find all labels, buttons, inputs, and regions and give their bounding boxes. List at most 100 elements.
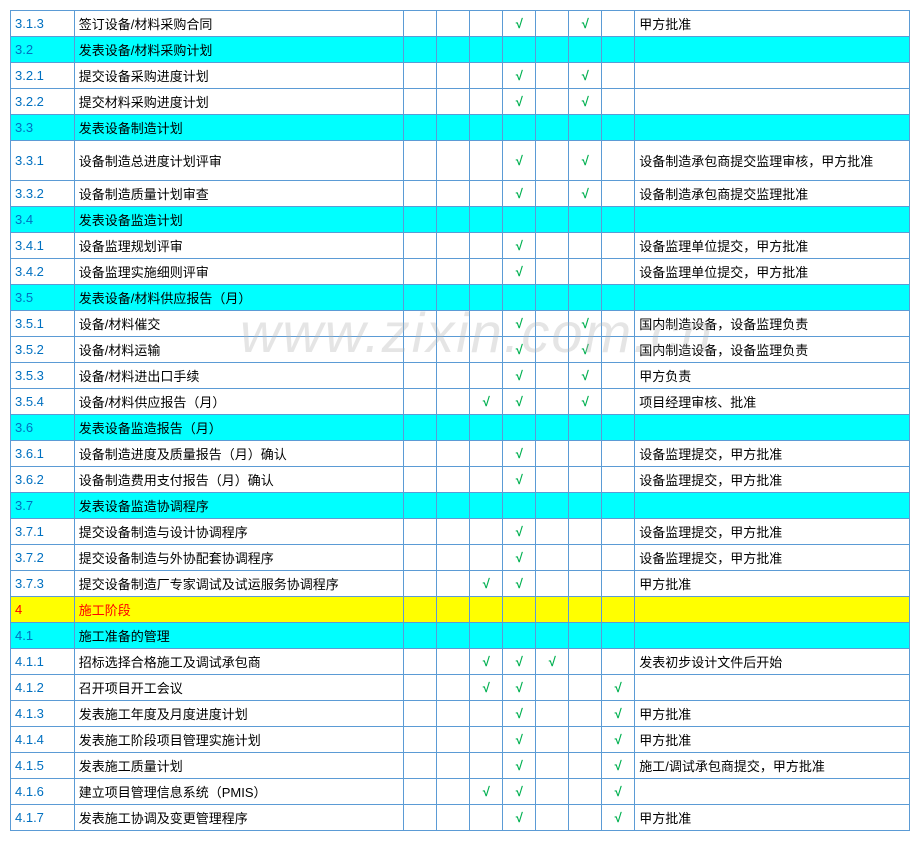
check-cell (569, 623, 602, 649)
row-remark: 设备监理单位提交，甲方批准 (635, 233, 910, 259)
check-cell (437, 363, 470, 389)
check-cell (602, 37, 635, 63)
check-cell (536, 181, 569, 207)
check-icon: √ (582, 94, 589, 109)
row-description: 发表施工年度及月度进度计划 (74, 701, 404, 727)
check-cell: √ (602, 727, 635, 753)
check-cell (404, 597, 437, 623)
row-remark (635, 37, 910, 63)
check-cell (503, 623, 536, 649)
check-cell (470, 493, 503, 519)
check-cell: √ (503, 805, 536, 831)
check-cell (470, 415, 503, 441)
check-cell (470, 11, 503, 37)
row-remark: 国内制造设备，设备监理负责 (635, 337, 910, 363)
table-row: 4.1.3发表施工年度及月度进度计划√√甲方批准 (11, 701, 910, 727)
check-cell (437, 415, 470, 441)
check-cell (602, 285, 635, 311)
check-cell (602, 363, 635, 389)
check-cell (602, 571, 635, 597)
check-icon: √ (582, 68, 589, 83)
check-cell (404, 141, 437, 181)
check-cell: √ (503, 233, 536, 259)
check-icon: √ (516, 472, 523, 487)
row-description: 施工阶段 (74, 597, 404, 623)
row-remark (635, 623, 910, 649)
row-remark: 甲方负责 (635, 363, 910, 389)
check-cell: √ (569, 363, 602, 389)
check-icon: √ (516, 524, 523, 539)
check-cell: √ (503, 141, 536, 181)
check-icon: √ (516, 94, 523, 109)
table-row: 3.3.2设备制造质量计划审查√√设备制造承包商提交监理批准 (11, 181, 910, 207)
row-id: 4 (11, 597, 75, 623)
check-cell (536, 89, 569, 115)
row-remark: 设备监理提交，甲方批准 (635, 519, 910, 545)
check-icon: √ (615, 758, 622, 773)
check-cell: √ (503, 571, 536, 597)
table-row: 3.5.1设备/材料催交√√国内制造设备，设备监理负责 (11, 311, 910, 337)
check-cell: √ (503, 337, 536, 363)
check-icon: √ (582, 316, 589, 331)
check-cell (569, 285, 602, 311)
row-id: 3.2.1 (11, 63, 75, 89)
check-icon: √ (483, 784, 490, 799)
check-cell (470, 207, 503, 233)
check-icon: √ (516, 342, 523, 357)
check-cell (602, 141, 635, 181)
row-description: 设备制造总进度计划评审 (74, 141, 404, 181)
row-remark: 国内制造设备，设备监理负责 (635, 311, 910, 337)
check-cell (536, 493, 569, 519)
row-description: 设备监理规划评审 (74, 233, 404, 259)
row-remark (635, 493, 910, 519)
check-cell (404, 89, 437, 115)
check-cell (569, 779, 602, 805)
row-remark (635, 89, 910, 115)
check-cell (437, 389, 470, 415)
check-cell (569, 259, 602, 285)
check-cell (536, 623, 569, 649)
row-description: 提交设备制造与外协配套协调程序 (74, 545, 404, 571)
check-cell (470, 805, 503, 831)
check-cell (536, 337, 569, 363)
check-icon: √ (483, 394, 490, 409)
row-description: 发表设备监造计划 (74, 207, 404, 233)
check-cell (602, 259, 635, 285)
check-cell (404, 701, 437, 727)
check-cell (569, 753, 602, 779)
check-cell (437, 467, 470, 493)
check-cell (536, 63, 569, 89)
check-cell (536, 141, 569, 181)
check-cell (569, 415, 602, 441)
check-cell (437, 259, 470, 285)
row-remark: 甲方批准 (635, 701, 910, 727)
row-remark: 甲方批准 (635, 805, 910, 831)
check-cell (503, 415, 536, 441)
check-cell (404, 623, 437, 649)
check-icon: √ (516, 68, 523, 83)
table-row: 3.5.2设备/材料运输√√国内制造设备，设备监理负责 (11, 337, 910, 363)
table-row: 3.5.3设备/材料进出口手续√√甲方负责 (11, 363, 910, 389)
check-cell (569, 519, 602, 545)
check-cell (404, 727, 437, 753)
check-cell (404, 675, 437, 701)
check-cell (536, 805, 569, 831)
row-id: 3.7.3 (11, 571, 75, 597)
check-cell (470, 597, 503, 623)
check-cell (569, 467, 602, 493)
row-id: 3.1.3 (11, 11, 75, 37)
row-id: 3.7.2 (11, 545, 75, 571)
check-cell: √ (470, 571, 503, 597)
check-icon: √ (516, 732, 523, 747)
table-row: 3.6.1设备制造进度及质量报告（月）确认√设备监理提交，甲方批准 (11, 441, 910, 467)
row-id: 3.3.2 (11, 181, 75, 207)
check-cell (470, 623, 503, 649)
check-cell (404, 233, 437, 259)
table-row: 3.4.1设备监理规划评审√设备监理单位提交，甲方批准 (11, 233, 910, 259)
row-remark (635, 597, 910, 623)
row-remark: 设备监理提交，甲方批准 (635, 441, 910, 467)
row-id: 4.1.2 (11, 675, 75, 701)
check-cell (536, 259, 569, 285)
row-remark: 设备制造承包商提交监理批准 (635, 181, 910, 207)
check-cell (437, 545, 470, 571)
